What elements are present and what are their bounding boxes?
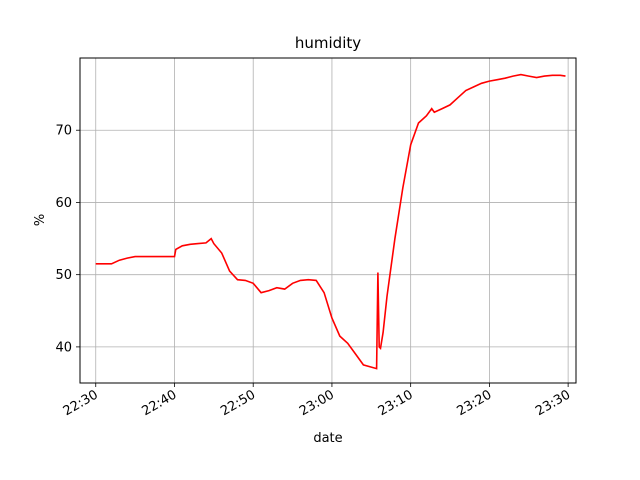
x-tick-label: 23:30: [533, 387, 573, 419]
x-axis-ticks: 22:30 22:40 22:50 23:00 23:10 23:20 23:30: [61, 383, 573, 419]
x-axis-label: date: [313, 431, 342, 446]
x-tick-label: 22:40: [140, 387, 180, 419]
y-axis-ticks: 40 50 60 70: [55, 124, 80, 355]
x-tick-label: 23:00: [297, 387, 337, 419]
grid-lines: [80, 58, 576, 383]
chart-title: humidity: [295, 34, 361, 52]
x-tick-label: 22:30: [61, 387, 101, 419]
plot-frame: [79, 57, 577, 384]
x-tick-label: 23:10: [376, 387, 416, 419]
y-axis-label: %: [33, 214, 48, 226]
x-tick-label: 22:50: [218, 387, 258, 419]
y-tick-label: 50: [55, 268, 72, 283]
y-tick-label: 60: [55, 196, 72, 211]
y-tick-label: 70: [55, 124, 72, 139]
y-tick-label: 40: [55, 340, 72, 355]
humidity-series-line: [95, 73, 566, 370]
x-tick-label: 23:20: [454, 387, 494, 419]
